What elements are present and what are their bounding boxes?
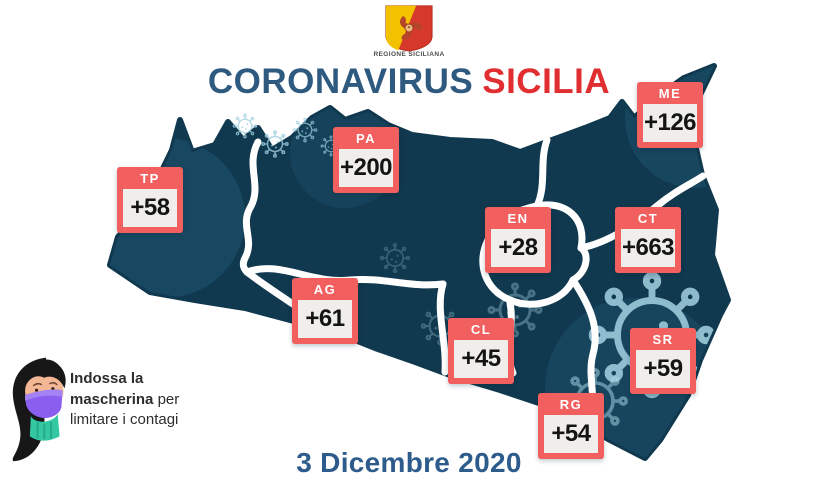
province-box-sr: SR +59 bbox=[630, 328, 696, 394]
province-value: +663 bbox=[621, 229, 675, 267]
crest-caption: REGIONE SICILIANA bbox=[373, 51, 445, 58]
trinacria-icon bbox=[400, 16, 423, 40]
province-code: SR bbox=[652, 332, 674, 347]
province-box-me: ME +126 bbox=[637, 82, 703, 148]
province-code: PA bbox=[355, 131, 377, 146]
province-code: CT bbox=[637, 211, 659, 226]
province-code: TP bbox=[140, 171, 160, 186]
province-box-ag: AG +61 bbox=[292, 278, 358, 344]
province-box-cl: CL +45 bbox=[448, 318, 514, 384]
province-box-rg: RG +54 bbox=[538, 393, 604, 459]
virus-icon bbox=[261, 130, 289, 158]
date-label: 3 Dicembre 2020 bbox=[296, 447, 522, 478]
province-value: +28 bbox=[491, 229, 545, 267]
province-box-pa: PA +200 bbox=[333, 127, 399, 193]
province-value: +126 bbox=[643, 104, 697, 142]
province-code: RG bbox=[559, 397, 583, 412]
province-value: +200 bbox=[339, 149, 393, 187]
title-coronavirus: CORONAVIRUS bbox=[207, 62, 474, 101]
province-box-en: EN +28 bbox=[485, 207, 551, 273]
mask-person-icon bbox=[12, 357, 66, 462]
province-value: +58 bbox=[123, 189, 177, 227]
province-box-tp: TP +58 bbox=[117, 167, 183, 233]
title-sicilia: SICILIA bbox=[482, 62, 611, 101]
province-box-ct: CT +663 bbox=[615, 207, 681, 273]
province-value: +45 bbox=[454, 340, 508, 378]
advisory-bold: Indossa la mascherina bbox=[70, 370, 154, 408]
virus-icon bbox=[232, 113, 258, 139]
province-value: +54 bbox=[544, 415, 598, 453]
province-code: EN bbox=[507, 211, 529, 226]
advisory-rest: per limitare i contagi bbox=[70, 390, 180, 429]
province-value: +59 bbox=[636, 350, 690, 388]
page-title: CORONAVIRUS SICILIA bbox=[0, 62, 818, 102]
province-value: +61 bbox=[298, 300, 352, 338]
province-code: ME bbox=[658, 86, 682, 101]
region-crest-icon bbox=[385, 5, 433, 52]
province-code: AG bbox=[313, 282, 337, 297]
province-code: CL bbox=[470, 322, 492, 337]
advisory-text: Indossa la mascherina per limitare i con… bbox=[70, 369, 222, 431]
